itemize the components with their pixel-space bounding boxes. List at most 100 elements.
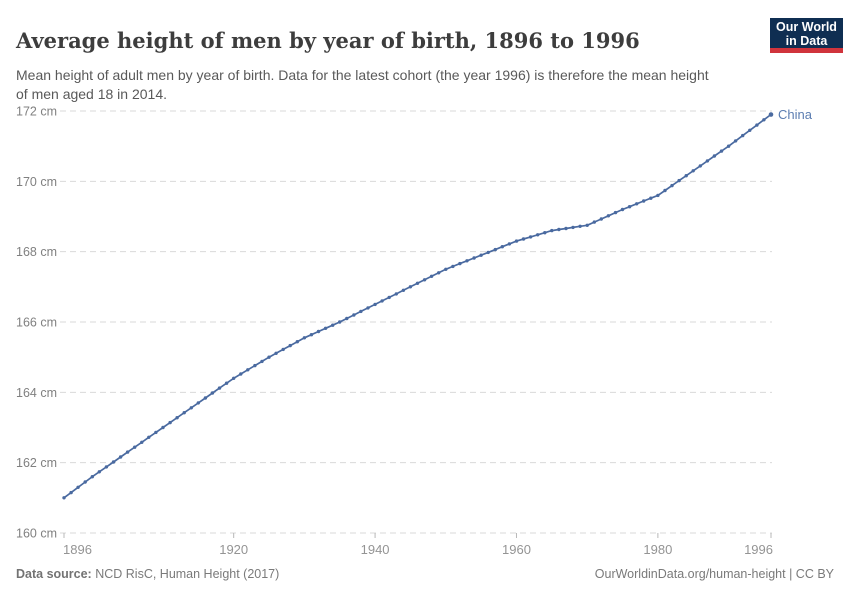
data-point-marker bbox=[670, 183, 674, 188]
data-point-marker bbox=[345, 316, 349, 321]
data-point-marker bbox=[564, 226, 568, 231]
data-point-marker bbox=[613, 210, 618, 215]
data-point-marker bbox=[366, 306, 370, 310]
series-label-china[interactable]: China bbox=[778, 107, 813, 122]
data-point-marker bbox=[726, 144, 731, 148]
data-point-marker bbox=[281, 347, 285, 352]
data-point-marker bbox=[748, 128, 752, 132]
owid-logo[interactable]: Our World in Data bbox=[770, 18, 843, 53]
data-point-marker bbox=[528, 235, 533, 239]
data-point-marker bbox=[168, 420, 172, 425]
data-point-marker bbox=[741, 133, 745, 138]
data-point-marker bbox=[486, 250, 490, 255]
data-point-marker bbox=[125, 450, 130, 454]
data-point-marker bbox=[118, 455, 123, 459]
chart-footer: Data source: NCD RisC, Human Height (201… bbox=[16, 567, 834, 587]
y-axis-label-172: 172 cm bbox=[16, 105, 57, 119]
data-point-marker bbox=[175, 416, 179, 420]
data-point-marker bbox=[472, 256, 476, 260]
data-point-marker bbox=[373, 302, 377, 307]
x-axis-label-1980: 1980 bbox=[643, 542, 672, 557]
data-point-marker bbox=[387, 295, 391, 300]
owid-logo-line1: Our World bbox=[776, 20, 837, 34]
series-end-dot bbox=[768, 112, 774, 117]
y-axis-label-160: 160 cm bbox=[16, 527, 57, 541]
data-point-marker bbox=[267, 355, 271, 359]
data-point-marker bbox=[83, 480, 87, 484]
data-point-marker bbox=[154, 430, 158, 435]
x-axis-label-1896: 1896 bbox=[63, 542, 92, 557]
data-point-marker bbox=[521, 237, 526, 241]
data-point-marker bbox=[437, 271, 441, 275]
data-point-marker bbox=[536, 233, 540, 237]
data-point-marker bbox=[203, 396, 208, 400]
data-point-marker bbox=[677, 178, 681, 183]
data-point-marker bbox=[514, 239, 519, 243]
y-axis-label-162: 162 cm bbox=[16, 456, 57, 470]
data-point-marker bbox=[133, 445, 137, 449]
license-link[interactable]: OurWorldinData.org/human-height | CC BY bbox=[594, 567, 834, 581]
chart-title: Average height of men by year of birth, … bbox=[16, 28, 640, 54]
data-point-marker bbox=[309, 333, 314, 337]
data-point-marker bbox=[380, 299, 384, 303]
data-point-marker bbox=[76, 485, 80, 489]
y-axis-label-164: 164 cm bbox=[16, 386, 57, 400]
data-point-marker bbox=[69, 490, 73, 495]
data-point-marker bbox=[444, 267, 448, 271]
data-point-marker bbox=[323, 326, 328, 330]
data-point-marker bbox=[394, 292, 398, 296]
data-point-marker bbox=[90, 475, 95, 479]
data-point-marker bbox=[507, 242, 512, 246]
data-point-marker bbox=[550, 228, 554, 233]
data-point-marker bbox=[196, 401, 200, 405]
data-point-marker bbox=[260, 359, 264, 364]
data-point-marker bbox=[104, 465, 109, 469]
x-axis-label-1996: 1996 bbox=[744, 542, 773, 557]
data-point-marker bbox=[97, 470, 102, 474]
data-point-marker bbox=[429, 274, 434, 278]
data-point-marker bbox=[663, 188, 667, 193]
data-point-marker bbox=[359, 309, 363, 314]
data-point-marker bbox=[698, 164, 702, 168]
owid-logo-line2: in Data bbox=[785, 34, 828, 48]
data-point-marker bbox=[415, 281, 420, 285]
y-axis-label-168: 168 cm bbox=[16, 245, 57, 259]
data-point-marker bbox=[338, 320, 342, 324]
data-point-marker bbox=[479, 253, 483, 257]
data-point-marker bbox=[210, 391, 215, 395]
data-point-marker bbox=[465, 259, 469, 263]
data-point-marker bbox=[719, 149, 724, 153]
data-point-marker bbox=[140, 440, 144, 444]
data-point-marker bbox=[422, 278, 427, 282]
data-point-marker bbox=[599, 217, 603, 221]
data-point-marker bbox=[755, 123, 759, 127]
data-source-label: Data source: bbox=[16, 567, 92, 581]
data-point-marker bbox=[543, 231, 547, 235]
data-point-marker bbox=[239, 372, 243, 376]
data-point-marker bbox=[189, 406, 193, 410]
data-point-marker bbox=[232, 376, 236, 380]
data-source-note[interactable]: Data source: NCD RisC, Human Height (201… bbox=[16, 567, 279, 581]
data-point-marker bbox=[401, 288, 406, 292]
data-point-marker bbox=[557, 227, 561, 232]
data-point-marker bbox=[705, 159, 710, 163]
data-point-marker bbox=[635, 202, 639, 206]
data-point-marker bbox=[288, 343, 292, 348]
series-line-china[interactable] bbox=[63, 113, 772, 499]
data-point-marker bbox=[578, 224, 582, 228]
data-point-marker bbox=[620, 207, 625, 212]
data-point-marker bbox=[606, 214, 611, 218]
data-point-marker bbox=[458, 261, 462, 266]
data-point-marker bbox=[733, 139, 738, 143]
data-point-marker bbox=[627, 205, 632, 209]
chart-subtitle: Mean height of adult men by year of birt… bbox=[16, 67, 709, 102]
data-point-marker bbox=[295, 340, 299, 344]
x-axis-label-1940: 1940 bbox=[361, 542, 390, 557]
data-point-marker bbox=[712, 154, 717, 158]
data-point-marker bbox=[762, 118, 766, 122]
data-source-text: NCD RisC, Human Height (2017) bbox=[91, 567, 280, 581]
data-point-marker bbox=[182, 411, 186, 415]
data-point-marker bbox=[274, 351, 278, 355]
data-point-marker bbox=[62, 496, 66, 500]
